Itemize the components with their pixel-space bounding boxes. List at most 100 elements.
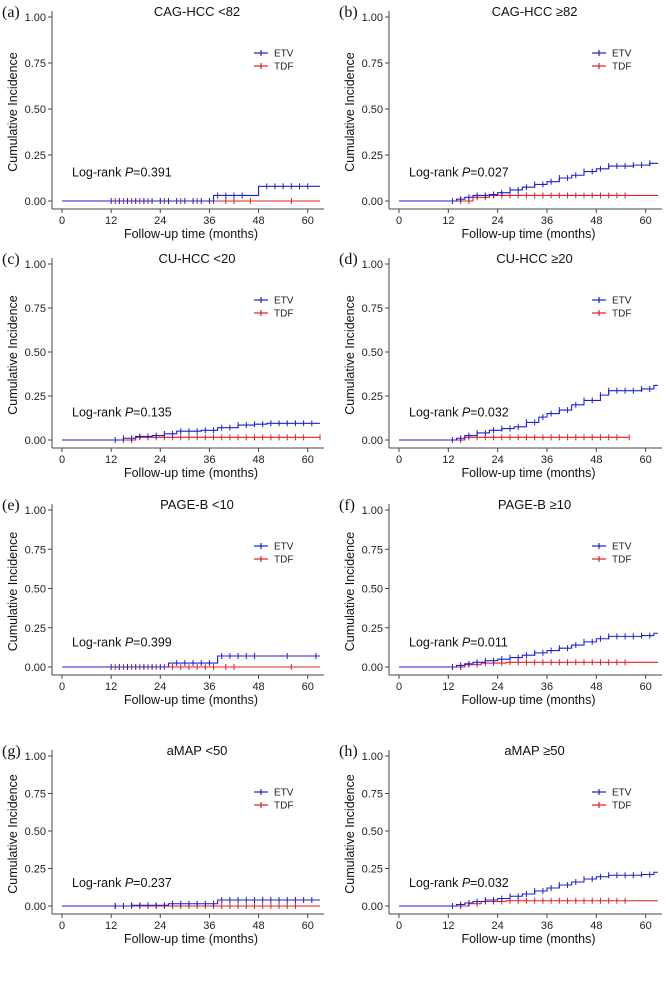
y-tick-label: 0.00 [25, 435, 46, 447]
km-curve-tdf [399, 900, 658, 907]
panel-letter: (h) [339, 743, 358, 760]
panel-a: 0.00 0.25 0.50 0.75 1.00 0 12 24 36 48 60 Follow-up… [2, 4, 324, 241]
legend-label-tdf: TDF [612, 62, 631, 73]
logrank-pvalue: Log-rank P=0.391 [72, 165, 172, 179]
pvalue-value: =0.237 [133, 876, 172, 890]
y-tick-label: 0.50 [25, 104, 46, 116]
y-tick-label: 0.75 [25, 58, 46, 70]
x-tick-label: 60 [640, 454, 652, 466]
logrank-pvalue: Log-rank P=0.032 [409, 876, 509, 890]
legend-label-etv: ETV [274, 542, 294, 553]
y-tick-label: 0.25 [362, 623, 383, 635]
x-tick-label: 12 [442, 681, 454, 693]
panel-letter: (e) [2, 497, 20, 514]
pvalue-symbol: P [125, 876, 134, 890]
y-tick-label: 0.00 [362, 662, 383, 674]
y-tick-label: 0.00 [25, 196, 46, 208]
y-tick-label: 0.75 [362, 303, 383, 315]
y-tick-label: 0.00 [25, 662, 46, 674]
pvalue-prefix: Log-rank [409, 636, 462, 650]
x-tick-label: 24 [492, 215, 504, 227]
pvalue-prefix: Log-rank [72, 406, 125, 420]
x-axis-title: Follow-up time (months) [124, 693, 258, 707]
panel-letter: (g) [2, 743, 21, 760]
y-axis-title: Cumulative Incidence [6, 532, 20, 652]
km-curve-tdf [399, 661, 658, 668]
x-tick-label: 12 [442, 215, 454, 227]
panel-b: 0.00 0.25 0.50 0.75 1.00 0 12 24 36 48 60 Follow-up… [339, 4, 662, 241]
x-tick-label: 36 [203, 454, 215, 466]
logrank-pvalue: Log-rank P=0.011 [409, 636, 508, 650]
legend-label-etv: ETV [274, 296, 294, 307]
y-tick-label: 0.00 [25, 901, 46, 913]
panel-letter: (f) [339, 497, 355, 514]
x-tick-label: 60 [640, 215, 652, 227]
panel-d: 0.00 0.25 0.50 0.75 1.00 0 12 24 36 48 60 Follow-up… [339, 251, 662, 480]
logrank-pvalue: Log-rank P=0.027 [409, 165, 509, 179]
panel-f: 0.00 0.25 0.50 0.75 1.00 0 12 24 36 48 60 Follow-up… [339, 497, 662, 707]
x-tick-label: 0 [396, 681, 402, 693]
x-tick-label: 36 [203, 215, 215, 227]
x-tick-label: 60 [640, 681, 652, 693]
pvalue-prefix: Log-rank [409, 406, 462, 420]
y-tick-label: 0.75 [362, 544, 383, 556]
pvalue-value: =0.399 [133, 636, 172, 650]
panel-letter: (a) [2, 4, 20, 21]
y-tick-label: 0.50 [25, 826, 46, 838]
legend-label-tdf: TDF [274, 555, 293, 566]
legend-label-etv: ETV [612, 296, 632, 307]
legend-label-tdf: TDF [274, 801, 293, 812]
panel-letter: (d) [339, 251, 358, 268]
pvalue-prefix: Log-rank [409, 165, 462, 179]
y-tick-label: 0.75 [25, 789, 46, 801]
x-tick-label: 60 [302, 681, 314, 693]
x-tick-label: 60 [302, 920, 314, 932]
logrank-pvalue: Log-rank P=0.399 [72, 636, 172, 650]
y-axis-title: Cumulative Incidence [6, 774, 20, 894]
y-tick-label: 1.00 [362, 259, 383, 271]
panel-letter: (b) [339, 4, 358, 21]
x-tick-label: 48 [590, 454, 602, 466]
pvalue-prefix: Log-rank [409, 876, 462, 890]
x-tick-label: 24 [154, 681, 166, 693]
y-tick-label: 0.00 [362, 435, 383, 447]
x-tick-label: 48 [590, 920, 602, 932]
y-tick-label: 0.25 [25, 864, 46, 876]
x-tick-label: 12 [442, 454, 454, 466]
x-tick-label: 0 [59, 920, 65, 932]
pvalue-value: =0.032 [470, 406, 509, 420]
y-tick-label: 0.75 [25, 544, 46, 556]
x-tick-label: 48 [252, 215, 264, 227]
km-curve-etv [62, 185, 320, 202]
x-tick-label: 48 [590, 215, 602, 227]
y-tick-label: 0.50 [362, 584, 383, 596]
y-tick-label: 1.00 [25, 751, 46, 763]
y-tick-label: 0.50 [362, 347, 383, 359]
panel-title: aMAP <50 [167, 743, 228, 758]
y-tick-label: 0.50 [362, 826, 383, 838]
x-tick-label: 24 [492, 681, 504, 693]
panel-title: PAGE-B ≥10 [498, 497, 571, 512]
x-tick-label: 0 [396, 920, 402, 932]
legend-label-etv: ETV [612, 49, 632, 60]
y-tick-label: 0.75 [362, 789, 383, 801]
pvalue-symbol: P [462, 165, 471, 179]
y-tick-label: 0.75 [25, 303, 46, 315]
pvalue-symbol: P [125, 636, 134, 650]
pvalue-value: =0.027 [470, 165, 509, 179]
x-tick-label: 0 [59, 454, 65, 466]
panel-g: 0.00 0.25 0.50 0.75 1.00 0 12 24 36 48 60 Follow-up… [2, 743, 324, 946]
x-tick-label: 0 [396, 215, 402, 227]
x-tick-label: 36 [541, 681, 553, 693]
y-axis-title: Cumulative Incidence [343, 774, 357, 894]
pvalue-prefix: Log-rank [72, 636, 125, 650]
y-axis-title: Cumulative Incidence [6, 52, 20, 172]
pvalue-symbol: P [462, 636, 471, 650]
x-tick-label: 0 [59, 215, 65, 227]
panel-title: PAGE-B <10 [160, 497, 234, 512]
legend-label-etv: ETV [274, 788, 294, 799]
y-tick-label: 0.25 [362, 391, 383, 403]
x-tick-label: 48 [252, 681, 264, 693]
x-tick-label: 24 [154, 454, 166, 466]
logrank-pvalue: Log-rank P=0.237 [72, 876, 172, 890]
